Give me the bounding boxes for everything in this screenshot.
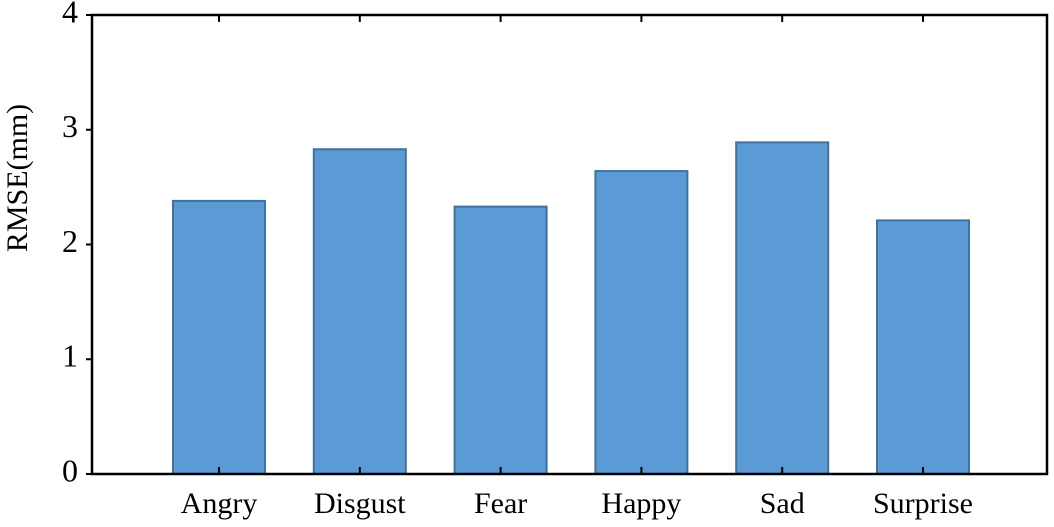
x-tick-label: Fear (474, 487, 527, 520)
bar (453, 205, 548, 475)
bar (172, 199, 266, 476)
x-tick-label: Surprise (873, 487, 973, 520)
y-tick-label: 3 (62, 108, 78, 144)
bar (594, 170, 689, 475)
y-tick-label: 0 (62, 452, 78, 488)
y-tick-label: 4 (62, 0, 78, 29)
bar (876, 219, 970, 475)
y-tick-label: 2 (62, 223, 78, 259)
x-tick-label: Disgust (314, 487, 406, 520)
y-axis-label: RMSE(mm) (1, 104, 34, 252)
y-tick-label: 1 (62, 338, 78, 374)
bar (735, 141, 830, 475)
x-tick-label: Happy (601, 487, 681, 520)
plot-frame (90, 13, 1049, 476)
x-tick-label: Sad (760, 487, 805, 520)
bar (312, 148, 407, 475)
x-tick-label: Angry (181, 487, 258, 520)
